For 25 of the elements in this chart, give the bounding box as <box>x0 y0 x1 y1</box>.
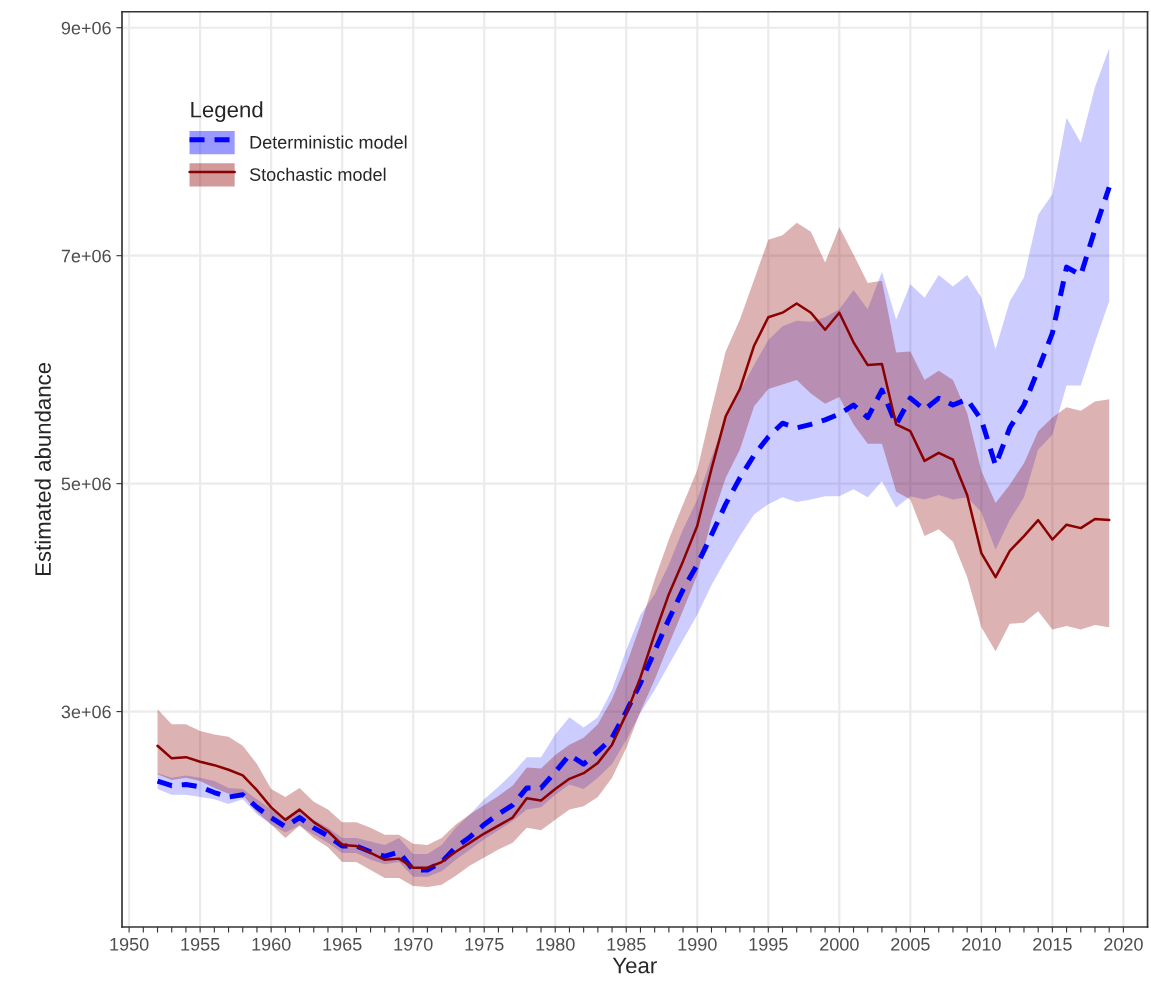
x-tick-label: 1980 <box>536 937 575 951</box>
x-tick-label: 2005 <box>891 937 930 951</box>
x-tick-label: 1960 <box>252 937 291 951</box>
y-tick-label: 3e+06 <box>61 705 111 719</box>
legend-title: Legend <box>191 101 263 122</box>
x-tick-label: 2000 <box>820 937 859 951</box>
y-tick-label: 7e+06 <box>61 249 111 263</box>
legend-label: Deterministic model <box>250 135 407 149</box>
x-tick-label: 1970 <box>394 937 433 951</box>
x-tick-label: 1985 <box>607 937 646 951</box>
y-axis-title: Estimated abundance <box>34 362 51 576</box>
x-tick-label: 1950 <box>110 937 149 951</box>
x-tick-label: 2020 <box>1104 937 1143 951</box>
line-series <box>156 302 1111 869</box>
x-tick-label: 2015 <box>1033 937 1072 951</box>
x-tick-label: 1975 <box>465 937 504 951</box>
x-tick-label: 2010 <box>962 937 1001 951</box>
y-tick-label: 9e+06 <box>61 21 111 35</box>
x-tick-label: 1955 <box>181 937 220 951</box>
x-tick-label: 1965 <box>323 937 362 951</box>
y-tick-label: 5e+06 <box>61 477 111 491</box>
x-tick-label: 1995 <box>749 937 788 951</box>
x-tick-label: 1990 <box>678 937 717 951</box>
x-axis-title: Year <box>612 957 657 974</box>
legend-label: Stochastic model <box>249 167 386 181</box>
